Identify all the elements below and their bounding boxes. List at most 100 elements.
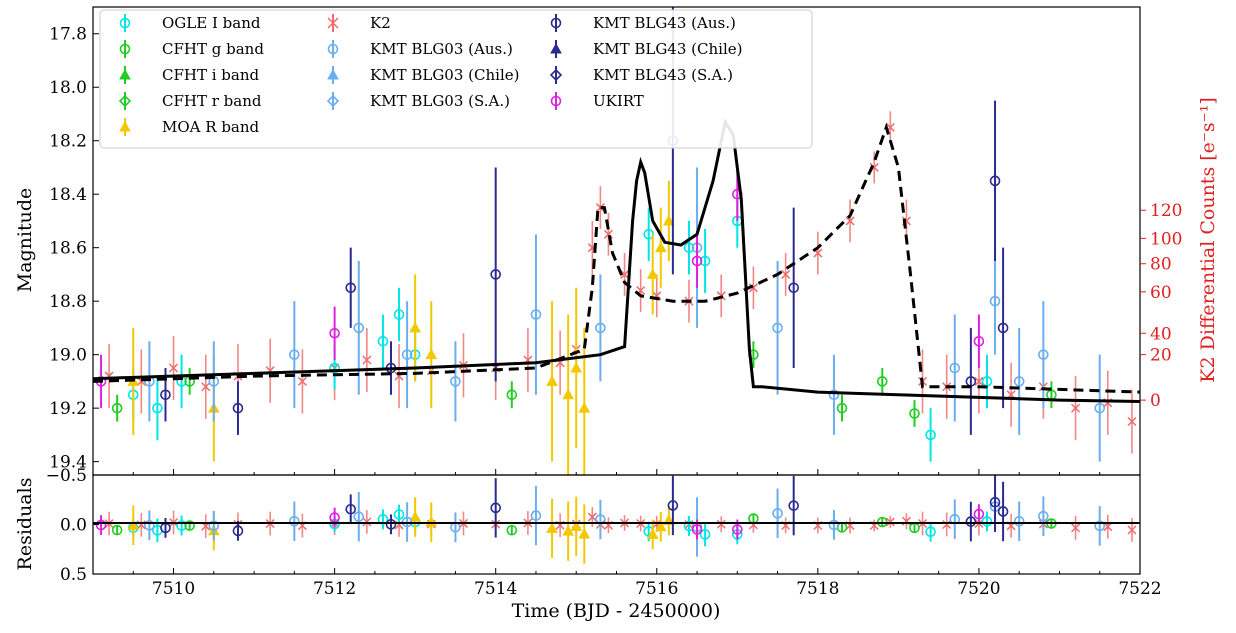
residual-point bbox=[176, 520, 187, 531]
y-tick-label: 19.2 bbox=[49, 399, 87, 419]
legend-marker bbox=[326, 94, 340, 108]
right-tick-label: 60 bbox=[1150, 283, 1172, 303]
data-point bbox=[329, 327, 340, 339]
residual-point bbox=[667, 500, 679, 511]
legend-marker bbox=[327, 17, 339, 29]
data-point bbox=[425, 348, 438, 360]
residual-point bbox=[570, 520, 583, 531]
legend-marker bbox=[550, 42, 562, 54]
legend-label: UKIRT bbox=[593, 92, 644, 110]
y-tick-label: 18.4 bbox=[49, 185, 87, 205]
residual-point bbox=[393, 509, 405, 520]
residual-point-shape bbox=[587, 512, 597, 522]
data-point bbox=[1127, 416, 1137, 427]
right-tick-label: 40 bbox=[1150, 324, 1172, 344]
legend-marker bbox=[119, 120, 131, 132]
residual-point-shape bbox=[362, 517, 372, 527]
legend-label: CFHT r band bbox=[162, 92, 262, 110]
data-point bbox=[1094, 402, 1106, 414]
data-point bbox=[989, 175, 1001, 187]
legend-marker bbox=[550, 17, 562, 29]
data-point bbox=[989, 295, 1001, 307]
data-point bbox=[506, 389, 518, 401]
y-tick-label: 18.0 bbox=[49, 78, 87, 98]
data-point bbox=[772, 322, 783, 334]
data-point bbox=[595, 203, 605, 213]
residual-point bbox=[732, 524, 743, 535]
residual-point bbox=[965, 516, 977, 527]
x-tick-label: 7514 bbox=[474, 579, 517, 599]
residual-point bbox=[595, 514, 606, 525]
right-tick-label: 20 bbox=[1150, 346, 1172, 366]
residual-tick-label: 0.0 bbox=[60, 516, 87, 536]
data-point bbox=[595, 322, 606, 334]
data-point-shape bbox=[297, 376, 307, 386]
data-point bbox=[353, 322, 365, 334]
residual-point bbox=[997, 506, 1009, 517]
data-point-shape bbox=[748, 283, 758, 293]
y-tick-label: 19.4 bbox=[49, 453, 87, 473]
residual-point bbox=[546, 522, 558, 533]
residual-point-shape bbox=[1103, 522, 1113, 532]
residual-point bbox=[1071, 523, 1081, 533]
right-tick-label: 100 bbox=[1150, 229, 1182, 249]
legend: OGLE I band CFHT g band CFHT i band CFHT r … bbox=[99, 9, 813, 149]
legend-label: KMT BLG03 (S.A.) bbox=[370, 92, 510, 110]
residual-point bbox=[1038, 510, 1049, 522]
data-point bbox=[1038, 349, 1049, 360]
data-point bbox=[949, 362, 961, 374]
residual-point bbox=[111, 524, 123, 536]
data-point bbox=[490, 269, 501, 280]
data-point bbox=[297, 376, 307, 386]
data-point bbox=[646, 268, 659, 279]
data-point bbox=[683, 242, 695, 253]
data-point bbox=[836, 402, 848, 414]
y-tick-label: 19.0 bbox=[49, 346, 87, 366]
residual-point bbox=[409, 511, 422, 522]
y-tick-label: 18.6 bbox=[49, 239, 87, 259]
legend-box bbox=[99, 9, 813, 149]
right-tick-label: 120 bbox=[1150, 201, 1182, 221]
residual-point-shape bbox=[716, 519, 726, 529]
data-point bbox=[169, 363, 179, 373]
data-point-shape bbox=[781, 269, 791, 279]
x-tick-label: 7522 bbox=[1118, 579, 1161, 599]
residual-point bbox=[716, 519, 726, 529]
data-point bbox=[663, 214, 675, 226]
data-point bbox=[393, 309, 405, 320]
data-point-shape bbox=[1127, 416, 1137, 427]
legend-marker bbox=[550, 95, 562, 107]
residual-point-shape bbox=[942, 519, 952, 530]
legend-marker bbox=[118, 94, 132, 108]
data-point bbox=[925, 429, 936, 441]
residual-point bbox=[646, 528, 659, 539]
residual-point bbox=[788, 500, 799, 511]
residual-point bbox=[973, 508, 985, 520]
y-tick-label: 18.8 bbox=[49, 292, 87, 312]
data-point bbox=[345, 282, 357, 294]
data-point bbox=[111, 402, 123, 414]
data-point-shape bbox=[169, 363, 179, 373]
data-point-shape bbox=[1071, 403, 1081, 413]
legend-label: CFHT g band bbox=[162, 40, 264, 58]
legend-label: KMT BLG43 (Aus.) bbox=[593, 14, 736, 32]
data-point bbox=[781, 269, 791, 279]
data-point bbox=[691, 255, 703, 267]
data-point bbox=[362, 355, 372, 365]
residual-point bbox=[1127, 525, 1137, 535]
data-point bbox=[289, 349, 300, 360]
legend-marker bbox=[119, 68, 131, 80]
x-tick-label: 7520 bbox=[957, 579, 1000, 599]
data-point-shape bbox=[620, 269, 630, 279]
legend-label: KMT BLG43 (S.A.) bbox=[593, 66, 733, 84]
y-axis-label: Magnitude bbox=[14, 188, 36, 293]
residual-point bbox=[691, 524, 703, 535]
data-point bbox=[788, 282, 799, 294]
data-point bbox=[409, 321, 422, 333]
residual-point bbox=[95, 519, 107, 531]
legend-marker bbox=[119, 43, 131, 55]
model-curves bbox=[93, 117, 1140, 403]
data-point bbox=[401, 349, 413, 360]
y-tick-label: 18.2 bbox=[49, 132, 87, 152]
data-point bbox=[909, 408, 920, 419]
